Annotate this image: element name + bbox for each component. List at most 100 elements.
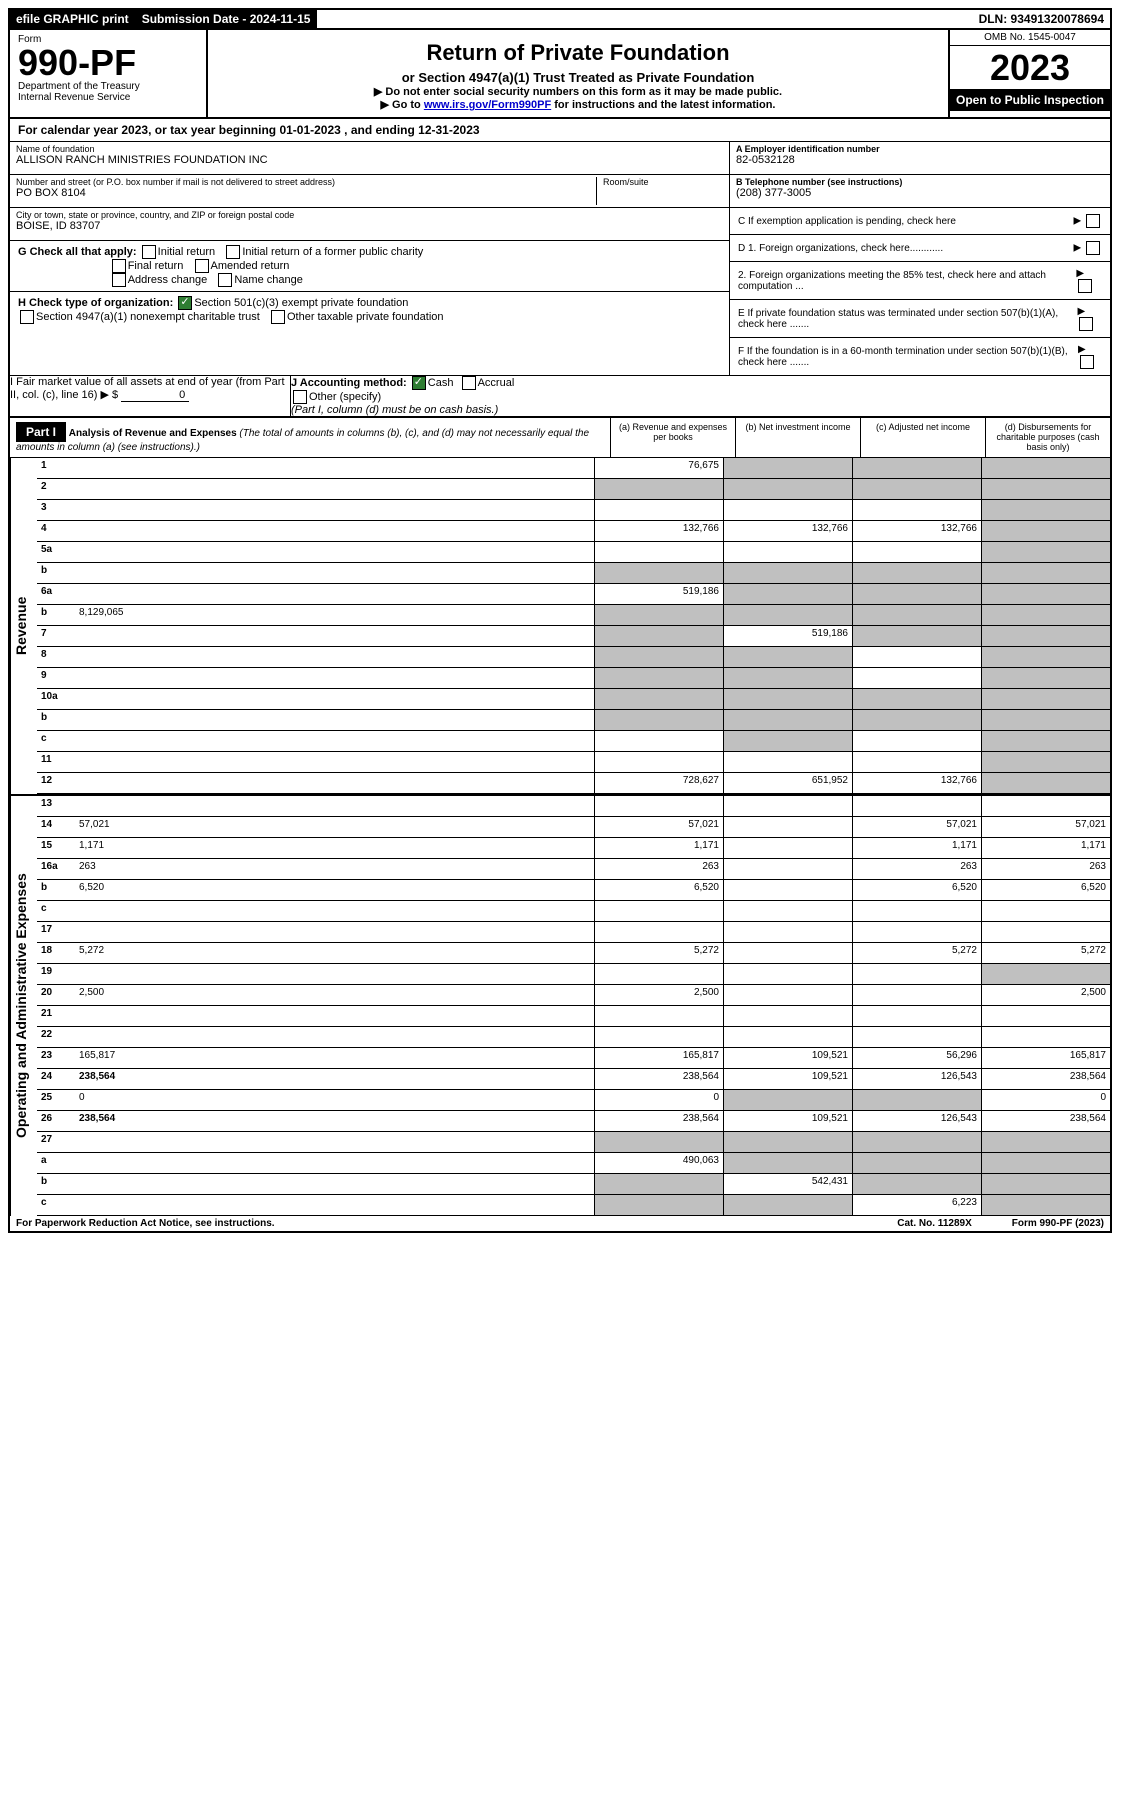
i-arrow: ▶ $ <box>100 389 118 401</box>
row-num: c <box>37 1195 75 1215</box>
h-o2: Section 4947(a)(1) nonexempt charitable … <box>36 311 260 323</box>
cell-b <box>723 479 852 499</box>
cell-b <box>723 731 852 751</box>
row-num: 18 <box>37 943 75 963</box>
cb-4947[interactable] <box>20 310 34 324</box>
row-r14: 1457,02157,02157,02157,021 <box>37 817 1110 838</box>
expense-rows: 131457,02157,02157,02157,021151,1711,171… <box>37 796 1110 1216</box>
top-bar: efile GRAPHIC print Submission Date - 20… <box>10 10 1110 30</box>
row-num: 3 <box>37 500 75 520</box>
form-subtitle: or Section 4947(a)(1) Trust Treated as P… <box>218 70 938 85</box>
info-right: A Employer identification number 82-0532… <box>729 142 1110 375</box>
cell-d: 6,520 <box>981 880 1110 900</box>
row-r10a: 10a <box>37 689 1110 710</box>
cb-d1[interactable] <box>1086 241 1100 255</box>
cb-name[interactable] <box>218 273 232 287</box>
cat-no: Cat. No. 11289X <box>897 1218 971 1229</box>
cell-a: 5,272 <box>594 943 723 963</box>
row-num: 16a <box>37 859 75 879</box>
cell-a <box>594 626 723 646</box>
cell-a <box>594 689 723 709</box>
row-desc <box>75 500 594 520</box>
row-desc: 57,021 <box>75 817 594 837</box>
h-o1: Section 501(c)(3) exempt private foundat… <box>194 297 408 309</box>
revenue-vlabel: Revenue <box>10 458 37 794</box>
cell-b <box>723 563 852 583</box>
irs-link[interactable]: www.irs.gov/Form990PF <box>424 99 551 111</box>
cell-d <box>981 901 1110 921</box>
cb-initial-former[interactable] <box>226 245 240 259</box>
part1-title: Analysis of Revenue and Expenses <box>69 428 237 439</box>
cell-b <box>723 605 852 625</box>
row-desc <box>75 731 594 751</box>
cell-c: 126,543 <box>852 1111 981 1131</box>
cb-initial[interactable] <box>142 245 156 259</box>
cell-d: 57,021 <box>981 817 1110 837</box>
row-r12: 12728,627651,952132,766 <box>37 773 1110 794</box>
row-num: 19 <box>37 964 75 984</box>
cb-501c3[interactable] <box>178 296 192 310</box>
row-desc <box>75 964 594 984</box>
pra-notice: For Paperwork Reduction Act Notice, see … <box>16 1218 275 1229</box>
cell-b: 109,521 <box>723 1048 852 1068</box>
cell-c <box>852 901 981 921</box>
cb-f[interactable] <box>1080 355 1094 369</box>
row-r13: 13 <box>37 796 1110 817</box>
row-desc <box>75 689 594 709</box>
row-desc <box>75 521 594 541</box>
col-b-header: (b) Net investment income <box>735 418 860 457</box>
cell-b <box>723 458 852 478</box>
row-num: c <box>37 731 75 751</box>
cell-b <box>723 542 852 562</box>
cb-other-tax[interactable] <box>271 310 285 324</box>
row-num: 24 <box>37 1069 75 1089</box>
cell-c <box>852 479 981 499</box>
row-num: 2 <box>37 479 75 499</box>
row-r5a: 5a <box>37 542 1110 563</box>
cb-cash[interactable] <box>412 376 426 390</box>
row-r8: 8 <box>37 647 1110 668</box>
row-desc: 1,171 <box>75 838 594 858</box>
city-value: BOISE, ID 83707 <box>16 220 723 232</box>
row-desc <box>75 668 594 688</box>
cell-b <box>723 668 852 688</box>
cell-a <box>594 500 723 520</box>
cell-c <box>852 1006 981 1026</box>
cb-e[interactable] <box>1079 317 1093 331</box>
box-j: J Accounting method: Cash Accrual Other … <box>291 376 1110 416</box>
row-num: 25 <box>37 1090 75 1110</box>
cell-c <box>852 710 981 730</box>
cb-final[interactable] <box>112 259 126 273</box>
row-desc <box>75 773 594 793</box>
cell-b: 542,431 <box>723 1174 852 1194</box>
f-label: F If the foundation is in a 60-month ter… <box>738 346 1078 368</box>
row-r27: 27 <box>37 1132 1110 1153</box>
d1-label: D 1. Foreign organizations, check here..… <box>738 243 943 254</box>
cell-b <box>723 584 852 604</box>
street-label: Number and street (or P.O. box number if… <box>16 177 596 187</box>
cb-other-acct[interactable] <box>293 390 307 404</box>
row-desc: 165,817 <box>75 1048 594 1068</box>
cb-amended[interactable] <box>195 259 209 273</box>
cell-d <box>981 605 1110 625</box>
row-r16a: 16a263263263263 <box>37 859 1110 880</box>
cell-c <box>852 458 981 478</box>
row-desc <box>75 1195 594 1215</box>
cell-b: 109,521 <box>723 1069 852 1089</box>
cb-accrual[interactable] <box>462 376 476 390</box>
cell-d <box>981 1006 1110 1026</box>
row-r25: 25000 <box>37 1090 1110 1111</box>
row-num: a <box>37 1153 75 1173</box>
cell-d: 2,500 <box>981 985 1110 1005</box>
cb-address[interactable] <box>112 273 126 287</box>
row-num: 26 <box>37 1111 75 1131</box>
cb-c[interactable] <box>1086 214 1100 228</box>
cell-c <box>852 752 981 772</box>
cell-b <box>723 500 852 520</box>
cell-a: 6,520 <box>594 880 723 900</box>
cb-d2[interactable] <box>1078 279 1092 293</box>
footer: For Paperwork Reduction Act Notice, see … <box>10 1216 1110 1231</box>
cell-c: 1,171 <box>852 838 981 858</box>
row-desc <box>75 1174 594 1194</box>
cell-d: 165,817 <box>981 1048 1110 1068</box>
